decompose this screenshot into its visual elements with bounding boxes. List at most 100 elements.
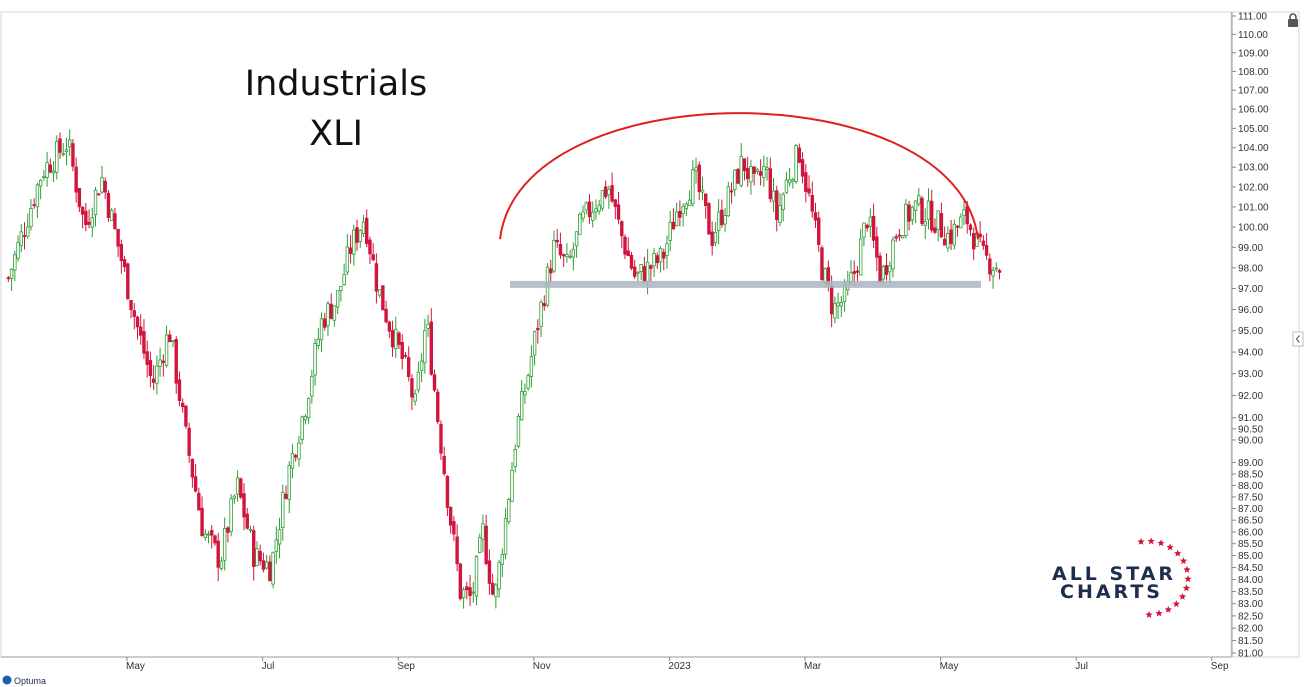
candle-body <box>510 469 514 502</box>
candle-body <box>758 171 763 176</box>
candle-body <box>720 209 724 226</box>
candle-body <box>613 199 618 207</box>
candle-body <box>500 554 505 565</box>
candle-body <box>513 448 517 468</box>
y-tick-label: 100.00 <box>1238 222 1269 233</box>
candle-body <box>226 527 230 533</box>
y-tick-label: 105.00 <box>1238 124 1269 135</box>
candle-body <box>587 201 592 218</box>
candle-body <box>519 391 524 421</box>
candle-body <box>394 328 398 349</box>
y-tick-label: 104.00 <box>1238 143 1269 154</box>
candle-body <box>868 216 873 228</box>
candle-body <box>64 149 69 152</box>
candle-body <box>109 209 114 221</box>
y-tick-label: 93.00 <box>1238 369 1263 380</box>
candle-body <box>239 478 243 498</box>
candle-body <box>19 231 23 246</box>
candle-body <box>574 231 579 247</box>
candle-body <box>978 233 982 238</box>
candle-body <box>297 442 301 460</box>
y-tick-label: 98.00 <box>1238 263 1263 274</box>
candle-body <box>674 211 679 227</box>
x-tick-label: Jul <box>262 661 275 672</box>
candle-body <box>878 255 882 283</box>
candle-body <box>323 318 327 328</box>
candle-body <box>697 164 701 192</box>
candles-group <box>6 129 1002 609</box>
y-tick-label: 96.00 <box>1238 305 1263 316</box>
candle-body <box>997 270 1002 273</box>
candle-body <box>710 231 714 246</box>
optuma-label: Optuma <box>14 676 46 686</box>
x-tick-label: May <box>126 661 145 672</box>
candle-body <box>594 208 598 213</box>
candle-body <box>959 216 963 229</box>
lock-icon[interactable] <box>1288 13 1298 27</box>
y-tick-label: 110.00 <box>1238 30 1268 41</box>
candle-body <box>132 310 136 317</box>
candle-body <box>139 326 143 336</box>
candle-body <box>142 331 146 354</box>
candle-body <box>255 548 259 567</box>
candle-body <box>365 217 369 245</box>
candle-body <box>242 493 246 518</box>
candle-body <box>875 236 879 258</box>
candle-body <box>981 240 986 246</box>
candle-body <box>184 405 188 427</box>
candle-body <box>745 167 750 180</box>
candle-body <box>723 215 727 225</box>
y-tick-label: 95.00 <box>1238 326 1263 337</box>
y-tick-label: 94.00 <box>1238 348 1263 359</box>
candle-body <box>442 455 446 475</box>
candle-body <box>126 263 130 300</box>
candle-body <box>465 586 469 591</box>
candle-body <box>448 507 453 526</box>
candle-body <box>439 423 443 454</box>
candle-body <box>26 226 30 237</box>
candle-body <box>497 562 501 590</box>
candle-body <box>678 210 682 218</box>
candle-body <box>458 563 463 600</box>
candle-body <box>339 285 343 291</box>
y-tick-label: 85.00 <box>1238 551 1263 562</box>
candle-body <box>177 379 182 401</box>
candle-body <box>61 153 65 156</box>
candle-body <box>749 166 753 183</box>
candle-body <box>281 492 285 528</box>
candle-body <box>568 255 572 258</box>
y-tick-label: 83.50 <box>1238 587 1263 598</box>
candle-body <box>804 172 808 192</box>
candle-body <box>481 523 485 540</box>
candle-body <box>632 266 637 277</box>
candle-body <box>135 316 140 328</box>
candle-body <box>148 360 153 376</box>
candle-body <box>623 236 627 255</box>
candle-body <box>90 217 94 228</box>
candle-body <box>116 228 120 247</box>
candle-body <box>190 458 195 478</box>
candle-body <box>319 318 324 341</box>
candle-body <box>119 243 124 262</box>
candle-body <box>332 305 337 321</box>
logo-line1: ALL STAR <box>1052 563 1176 585</box>
candle-body <box>348 247 353 254</box>
candle-body <box>58 138 62 153</box>
candle-body <box>881 266 885 280</box>
candle-body <box>571 248 576 258</box>
candle-body <box>794 145 798 182</box>
all-star-charts-logo: ALL STAR CHARTS <box>1052 537 1192 618</box>
candle-body <box>377 289 382 296</box>
logo-star-icon <box>1184 575 1192 582</box>
x-tick-label: 2023 <box>668 661 691 672</box>
candle-body <box>51 170 56 174</box>
side-panel-toggle-icon[interactable] <box>1292 331 1304 347</box>
candle-body <box>38 179 43 187</box>
y-tick-label: 107.00 <box>1238 86 1269 97</box>
candle-body <box>197 492 201 511</box>
candle-body <box>48 164 53 173</box>
candle-body <box>384 308 388 323</box>
candle-body <box>807 188 811 194</box>
candle-body <box>765 167 769 170</box>
candle-body <box>549 268 553 274</box>
